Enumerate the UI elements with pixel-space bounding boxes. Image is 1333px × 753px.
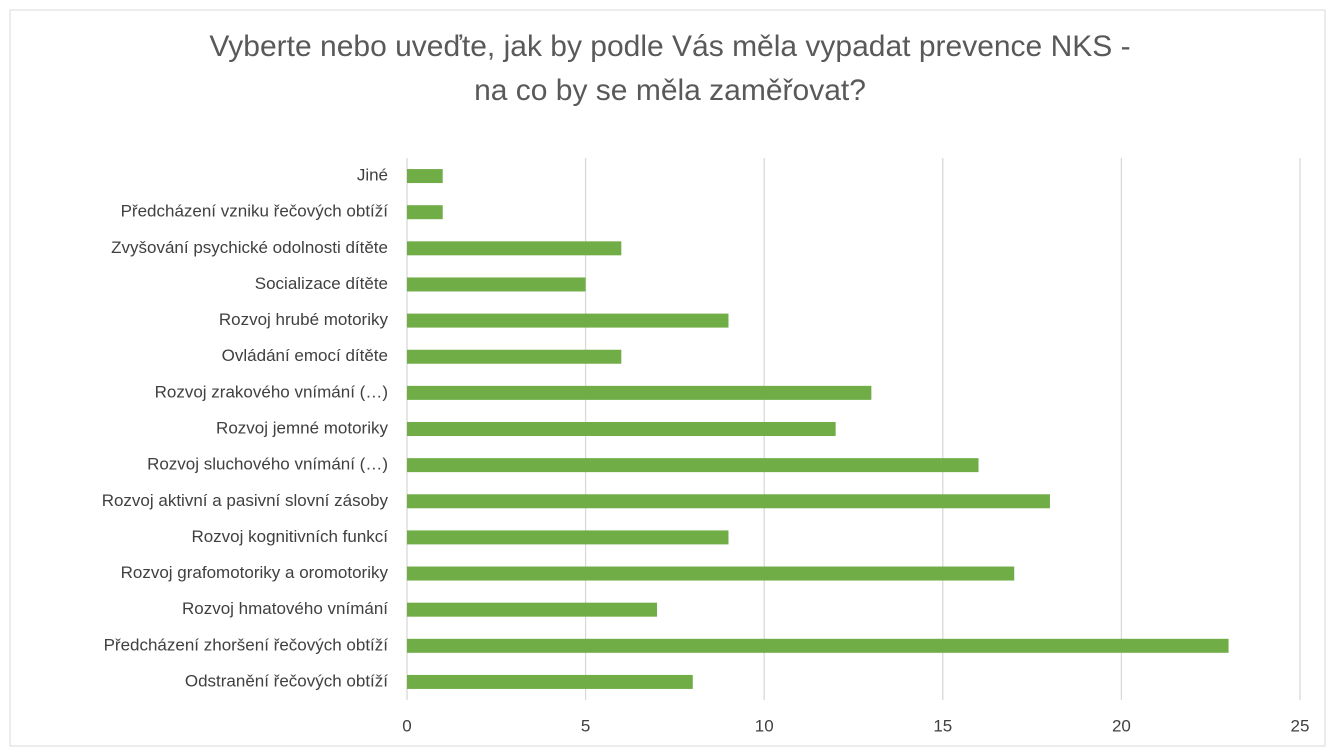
x-tick-label: 0 xyxy=(402,716,411,735)
y-tick-label: Předcházení vzniku řečových obtíží xyxy=(121,202,389,221)
bar xyxy=(407,602,658,617)
bar xyxy=(407,422,836,436)
bar xyxy=(407,205,443,220)
bar xyxy=(407,241,622,256)
bar xyxy=(407,169,443,184)
bar xyxy=(407,530,729,545)
bar xyxy=(407,277,586,292)
chart-title: Vyberte nebo uveďte, jak by podle Vás mě… xyxy=(209,30,1130,63)
bar xyxy=(407,349,622,364)
y-tick-label: Rozvoj zrakového vnímání (…) xyxy=(155,382,388,401)
x-tick-label: 15 xyxy=(933,716,952,735)
bar xyxy=(407,566,1015,581)
x-tick-label: 5 xyxy=(581,716,590,735)
y-tick-label: Odstranění řečových obtíží xyxy=(185,671,388,690)
y-tick-label: Jiné xyxy=(357,166,388,185)
chart-title: na co by se měla zaměřovat? xyxy=(474,74,866,107)
y-tick-label: Rozvoj grafomotoriky a oromotoriky xyxy=(121,563,389,582)
x-tick-label: 25 xyxy=(1291,716,1310,735)
bar xyxy=(407,385,872,400)
y-tick-label: Zvyšování psychické odolnosti dítěte xyxy=(111,238,388,257)
bar xyxy=(407,674,693,689)
y-tick-label: Předcházení zhoršení řečových obtíží xyxy=(104,635,389,654)
bar xyxy=(407,638,1229,653)
bar xyxy=(407,458,979,473)
y-tick-label: Socializace dítěte xyxy=(255,274,388,293)
y-tick-label: Ovládání emocí dítěte xyxy=(222,346,388,365)
x-tick-label: 10 xyxy=(755,716,774,735)
y-tick-label: Rozvoj jemné motoriky xyxy=(216,418,388,437)
y-tick-label: Rozvoj hmatového vnímání xyxy=(182,599,388,618)
x-tick-label: 20 xyxy=(1112,716,1131,735)
bar xyxy=(407,494,1050,509)
y-tick-label: Rozvoj sluchového vnímání (…) xyxy=(147,455,388,474)
bar xyxy=(407,313,729,328)
chart-border xyxy=(9,9,1326,747)
y-tick-label: Rozvoj hrubé motoriky xyxy=(219,310,389,329)
y-tick-label: Rozvoj kognitivních funkcí xyxy=(191,527,388,546)
y-tick-label: Rozvoj aktivní a pasivní slovní zásoby xyxy=(102,491,389,510)
